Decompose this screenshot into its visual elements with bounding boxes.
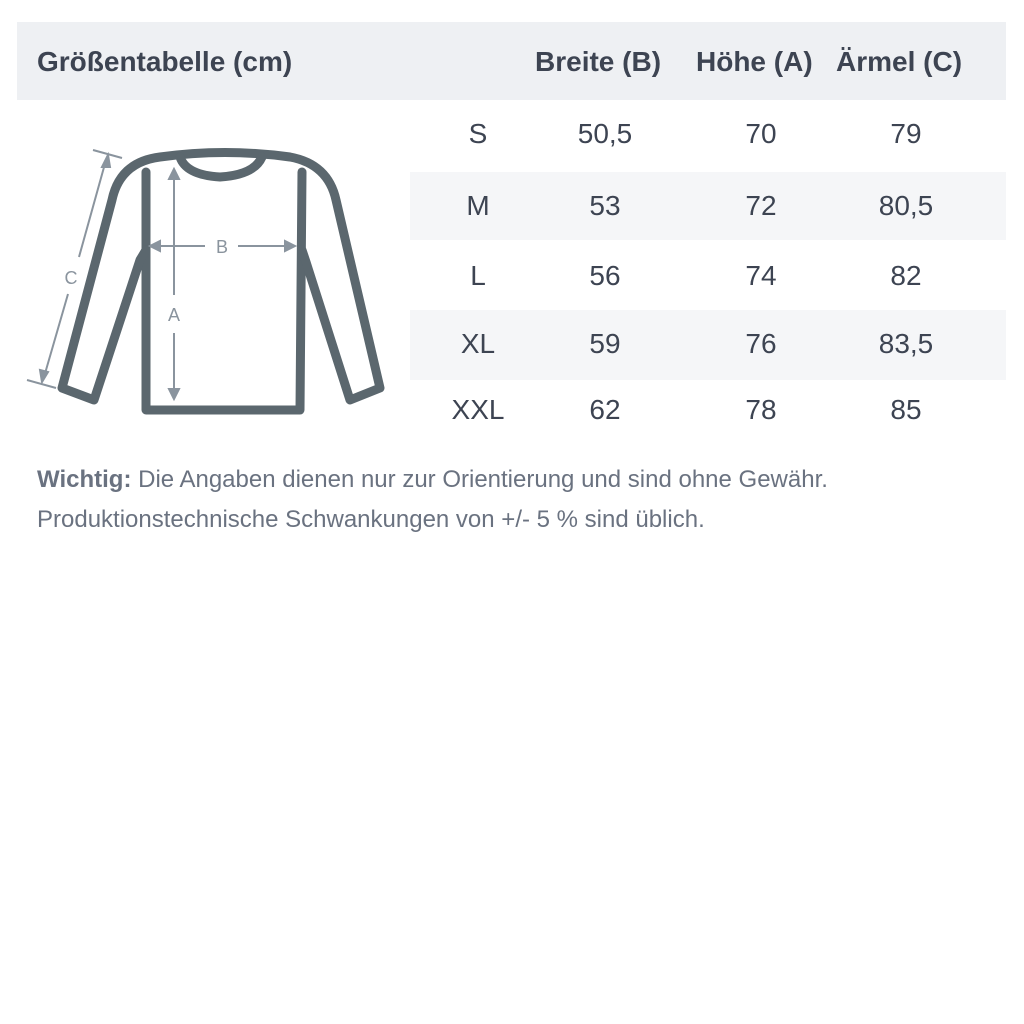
table-header (17, 22, 1006, 100)
cell-b: 56 (589, 260, 621, 291)
note-line2: Produktionstechnische Schwankungen von +… (37, 506, 705, 533)
row-stripe (410, 172, 1006, 240)
row-stripe (410, 310, 1006, 380)
size-label: L (470, 260, 486, 291)
note-label: Wichtig: (37, 466, 132, 493)
sweatshirt-icon: B A C (26, 148, 385, 415)
size-label: XL (460, 328, 496, 359)
cell-a: 72 (745, 190, 777, 221)
column-header-aermel: Ärmel (C) (836, 46, 963, 77)
column-header-hoehe: Höhe (A) (696, 46, 813, 77)
size-label: S (468, 118, 488, 149)
label-c: C (65, 268, 78, 288)
label-a: A (168, 305, 180, 325)
size-label: M (466, 190, 490, 221)
label-b: B (216, 237, 228, 257)
cell-a: 74 (745, 260, 777, 291)
cell-b: 59 (589, 328, 621, 359)
cell-c: 79 (890, 118, 922, 149)
cell-a: 70 (745, 118, 777, 149)
note-line1: Die Angaben dienen nur zur Orientierung … (131, 466, 828, 493)
size-label: XXL (451, 394, 505, 425)
cell-b: 50,5 (577, 118, 633, 149)
cell-a: 76 (745, 328, 777, 359)
cell-b: 62 (589, 394, 621, 425)
cell-c: 80,5 (878, 190, 934, 221)
cell-c: 83,5 (878, 328, 934, 359)
cell-c: 85 (890, 394, 922, 425)
note: Wichtig: Die Angaben dienen nur zur Orie… (37, 460, 828, 540)
cell-a: 78 (745, 394, 777, 425)
column-header-breite: Breite (B) (535, 46, 662, 77)
cell-c: 82 (890, 260, 922, 291)
table-title: Größentabelle (cm) (37, 46, 293, 77)
cell-b: 53 (589, 190, 621, 221)
